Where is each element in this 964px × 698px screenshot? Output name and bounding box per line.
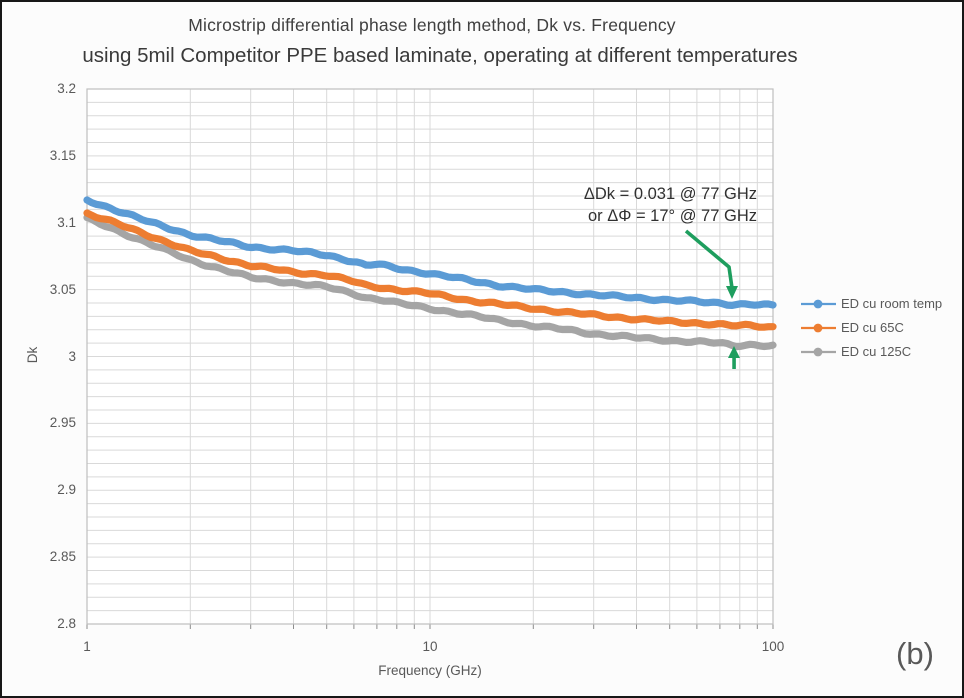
x-tick-label: 1 — [83, 639, 91, 654]
y-tick-label: 3.1 — [57, 214, 76, 230]
series-line-ed-cu-65c — [83, 209, 777, 331]
legend-label-125c: ED cu 125C — [841, 344, 912, 359]
x-tick-label: 10 — [422, 639, 438, 654]
legend-label-room-temp: ED cu room temp — [841, 296, 943, 311]
legend-marker-125c-icon — [801, 347, 836, 356]
y-tick-label: 2.9 — [57, 482, 76, 498]
annotation-arrow-down — [684, 229, 734, 289]
y-tick-label: 3.2 — [57, 81, 76, 96]
chart-title: Microstrip differential phase length met… — [188, 15, 676, 35]
plot-border — [86, 88, 774, 625]
legend-label-65c: ED cu 65C — [841, 320, 904, 335]
legend-entry-room-temp[interactable]: ED cu room temp — [800, 294, 942, 313]
legend-marker-room-temp-icon — [801, 299, 836, 308]
y-tick-label: 3 — [68, 348, 76, 364]
panel-label: (b) — [896, 636, 934, 671]
annotation-arrow-up-head — [728, 346, 740, 358]
annotation-line-1: ΔDk = 0.031 @ 77 GHz — [583, 185, 757, 203]
x-axis-title: Frequency (GHz) — [378, 663, 482, 678]
chart-subtitle: using 5mil Competitor PPE based laminate… — [82, 44, 798, 67]
legend: ED cu room temp ED cu 65C ED cu 125C — [800, 294, 942, 361]
y-tick-label: 2.8 — [57, 616, 76, 631]
annotation-arrow-down-head — [726, 286, 738, 299]
annotation-text: ΔDk = 0.031 @ 77 GHz or ΔΦ = 17° @ 77 GH… — [512, 183, 757, 227]
legend-marker-65c-icon — [801, 323, 836, 332]
y-tick-label: 3.05 — [49, 281, 76, 297]
series-line-ed-cu-125c — [83, 213, 777, 351]
y-tick-label: 2.95 — [49, 415, 76, 431]
legend-entry-65c[interactable]: ED cu 65C — [800, 318, 942, 337]
y-axis-title: Dk — [25, 346, 40, 364]
y-tick-label: 3.15 — [49, 147, 76, 163]
x-tick-label: 100 — [761, 639, 785, 654]
legend-entry-125c[interactable]: ED cu 125C — [800, 342, 942, 361]
series-line-ed-cu-room-temp — [83, 196, 777, 309]
y-tick-label: 2.85 — [49, 549, 76, 565]
annotation-line-2: or ΔΦ = 17° @ 77 GHz — [587, 207, 757, 225]
